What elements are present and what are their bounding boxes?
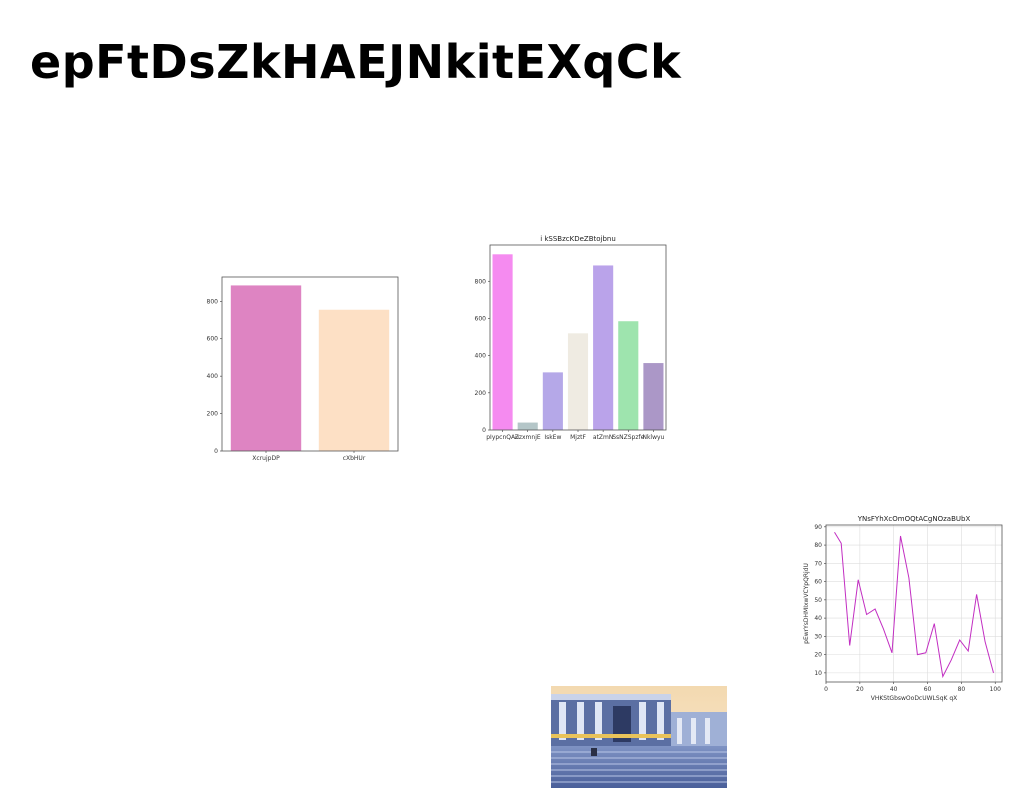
chart2-y-tick-label: 600 <box>475 315 487 322</box>
chart3-series-line <box>834 532 994 679</box>
chart2-x-tick-label: MjztF <box>570 434 586 441</box>
chart3-x-tick-label: 60 <box>924 686 932 693</box>
chart1-x-tick-label: cXbHUr <box>343 455 366 462</box>
chart3-y-tick-label: 20 <box>814 652 822 659</box>
chart2-bar <box>567 333 589 430</box>
temple-steps-photo <box>551 686 727 788</box>
chart3-frame <box>825 524 1003 683</box>
chart1-y-tick-label: 200 <box>207 411 219 418</box>
chart3-x-tick-label: 20 <box>856 686 864 693</box>
chart3-y-tick-label: 40 <box>814 615 822 622</box>
chart3-title: YNsFYhXcOmOQtACgNOzaBUbX <box>857 515 971 523</box>
chart2-y-tick-label: 800 <box>475 278 487 285</box>
chart2-x-tick-label: pIypcnQAu <box>486 434 519 441</box>
chart1-y-tick-label: 800 <box>207 298 219 305</box>
chart2-bar <box>542 372 563 430</box>
chart2-y-tick-label: 0 <box>482 427 486 434</box>
line-chart: 0 20 40 60 80 100 10 20 30 40 50 60 70 80 90 YNsFYhXcOm… <box>800 510 1010 705</box>
chart2-bar <box>643 363 664 430</box>
chart2-frame <box>489 244 667 431</box>
chart2-y-tick-label: 200 <box>475 390 487 397</box>
chart3-x-tick-label: 0 <box>824 686 828 693</box>
chart3-y-tick-label: 50 <box>814 597 822 604</box>
chart2-x-tick-label: Nklwyu <box>642 434 664 441</box>
chart1-x-tick-label: XcrujpDP <box>252 455 280 462</box>
chart1-y-tick-label: 600 <box>207 336 219 343</box>
temple-steps-image <box>551 686 727 788</box>
chart2-y-tick-label: 400 <box>475 353 487 360</box>
chart3-y-tick-label: 30 <box>814 633 822 640</box>
chart2-bar <box>492 254 513 430</box>
chart3-y-tick-label: 60 <box>814 579 822 586</box>
chart2-x-tick-label: ZzxmnjE <box>515 434 541 441</box>
chart1-frame <box>221 276 399 452</box>
chart2-bar <box>618 321 639 430</box>
chart2-bar <box>593 265 614 430</box>
chart3-y-tick-label: 70 <box>814 560 822 567</box>
chart3-y-tick-label: 80 <box>814 542 822 549</box>
chart1-bar <box>318 309 390 451</box>
chart3-x-tick-label: 80 <box>958 686 966 693</box>
chart3-y-axis-label: pEwrYsDHMIxwVCYpQRjdU <box>803 563 810 644</box>
bar-chart-1-svg: XcrujpDP cXbHUr 0 200 400 600 800 <box>207 276 399 462</box>
chart2-x-tick-label: SsNZSpzfe <box>612 434 644 441</box>
chart3-x-tick-label: 40 <box>890 686 898 693</box>
bar-chart-1: XcrujpDP cXbHUr 0 200 400 600 800 <box>190 268 405 468</box>
page-title: epFtDsZkHAEJNkitEXqCk <box>30 35 682 89</box>
chart3-y-tick-label: 90 <box>814 524 822 531</box>
line-chart-svg: 0 20 40 60 80 100 10 20 30 40 50 60 70 80 90 YNsFYhXcOm… <box>803 515 1003 702</box>
chart2-bar <box>517 422 538 430</box>
chart2-x-tick-label: IskEw <box>544 434 561 441</box>
chart3-y-tick-label: 10 <box>814 670 822 677</box>
bar-chart-2: i kSSBzcKDeZBtojbnu pIypcnQAu ZzxmnjE IskEw… <box>470 230 670 445</box>
chart1-bar <box>230 285 302 451</box>
chart3-x-tick-label: 100 <box>990 686 1002 693</box>
chart2-title: i kSSBzcKDeZBtojbnu <box>540 235 616 243</box>
chart3-x-axis-label: VHKStGbswOoDcUWLSqK qX <box>871 695 958 702</box>
chart2-x-tick-label: atZmN <box>593 434 613 441</box>
chart1-y-tick-label: 400 <box>207 373 219 380</box>
chart1-y-tick-label: 0 <box>214 448 218 455</box>
